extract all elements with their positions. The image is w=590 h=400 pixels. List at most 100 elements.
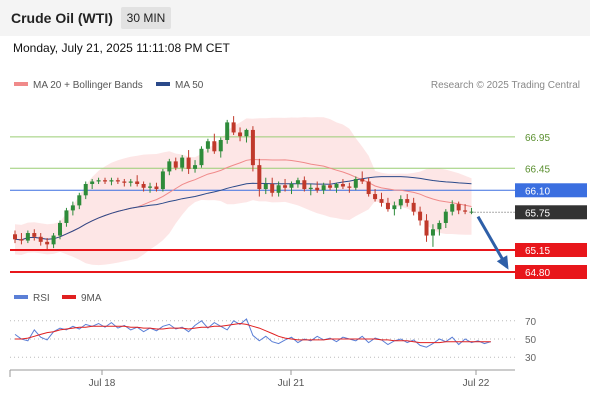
candle xyxy=(244,128,249,143)
candle-body xyxy=(180,157,185,168)
candle xyxy=(398,195,403,210)
candle xyxy=(430,224,435,247)
candle-body xyxy=(437,222,442,230)
level-tag-65.15 xyxy=(515,242,587,257)
candle-body xyxy=(302,180,307,190)
candle-body xyxy=(315,187,320,191)
candle-body xyxy=(443,211,448,223)
candle-body xyxy=(218,139,223,152)
timeframe-selector[interactable]: 30 MIN xyxy=(121,7,171,29)
candle xyxy=(360,171,365,184)
candle-body xyxy=(19,239,24,241)
candle xyxy=(180,155,185,172)
rsi-panel: 70 50 30 xyxy=(10,317,537,364)
candle xyxy=(38,233,43,246)
candle-body xyxy=(250,129,255,166)
candle-body xyxy=(141,183,146,188)
candle xyxy=(450,200,455,216)
candle-body xyxy=(308,187,313,190)
candle xyxy=(463,204,468,215)
legend-swatch-ma50 xyxy=(156,82,170,87)
candle xyxy=(109,177,114,186)
levels-layer: 66.95 66.45 66.10 65.15 64.80 xyxy=(10,133,587,279)
level-label-66.95: 66.95 xyxy=(525,133,550,144)
moving-average-layer xyxy=(14,158,472,241)
candle xyxy=(250,126,255,172)
candle xyxy=(90,178,95,190)
candle-body xyxy=(238,132,243,137)
candle xyxy=(148,182,153,193)
candle-body xyxy=(205,141,210,149)
candle-body xyxy=(96,180,101,182)
candle-body xyxy=(199,148,204,166)
candle xyxy=(13,230,17,244)
candle xyxy=(141,181,146,192)
candle xyxy=(334,182,339,193)
rsi-series-9ma xyxy=(15,322,491,344)
candle xyxy=(315,181,320,193)
chart-header: Crude Oil (WTI) 30 MIN xyxy=(0,0,590,36)
candle xyxy=(276,181,281,197)
candle-body xyxy=(360,178,365,182)
time-tick-label-1: Jul 21 xyxy=(278,378,305,389)
time-tick-label-2: Jul 22 xyxy=(463,378,490,389)
candle xyxy=(328,180,333,191)
candle-body xyxy=(405,199,410,203)
candle xyxy=(238,127,243,142)
candle xyxy=(321,182,326,195)
candle xyxy=(218,137,223,158)
candle-body xyxy=(283,185,288,188)
candle-body xyxy=(392,205,397,210)
legend-item-9ma: 9MA xyxy=(62,293,102,304)
candle-body xyxy=(418,211,423,221)
candle xyxy=(437,220,442,236)
candle xyxy=(25,230,30,244)
candle xyxy=(64,207,69,227)
candle xyxy=(135,175,140,187)
candle-body xyxy=(231,122,236,133)
level-tag-66.10 xyxy=(515,183,587,198)
candle xyxy=(212,133,217,154)
candle-body xyxy=(373,194,378,200)
candle xyxy=(353,176,358,191)
candle-body xyxy=(32,233,37,237)
legend-swatch-9ma xyxy=(62,295,76,300)
candle xyxy=(45,238,50,250)
candle xyxy=(379,192,384,207)
chart-datetime: Monday, July 21, 2025 11:11:08 PM CET xyxy=(13,41,230,55)
legend-label-9ma: 9MA xyxy=(81,293,102,304)
candle xyxy=(32,229,37,241)
candle-body xyxy=(51,235,56,245)
candle xyxy=(193,160,198,173)
candle-body xyxy=(160,171,165,190)
candle xyxy=(186,150,191,174)
candle-body xyxy=(122,181,127,183)
legend-swatch-rsi xyxy=(14,295,28,300)
level-label-66.45: 66.45 xyxy=(525,164,550,175)
candle xyxy=(83,181,88,200)
candle xyxy=(347,182,352,193)
candle-body xyxy=(225,122,230,140)
candle-body xyxy=(366,181,371,195)
candle-body xyxy=(276,185,281,193)
candle-body xyxy=(463,210,468,212)
candle-body xyxy=(263,183,268,190)
candle xyxy=(411,197,416,216)
candle-body xyxy=(77,195,82,206)
rsi-tick-label-30: 30 xyxy=(525,353,537,364)
candle xyxy=(295,177,300,188)
candle-body xyxy=(148,186,153,188)
candle-body xyxy=(90,181,95,184)
candle-body xyxy=(70,205,75,211)
candle-body xyxy=(167,161,172,172)
candle-body xyxy=(244,129,249,137)
ma50-line xyxy=(14,176,472,241)
candle xyxy=(70,201,75,216)
candle xyxy=(115,177,120,184)
candle-body xyxy=(385,202,390,210)
candle xyxy=(231,116,236,135)
rsi-tick-label-70: 70 xyxy=(525,317,537,328)
last-price-tag xyxy=(515,205,587,220)
candle-body xyxy=(340,183,345,187)
